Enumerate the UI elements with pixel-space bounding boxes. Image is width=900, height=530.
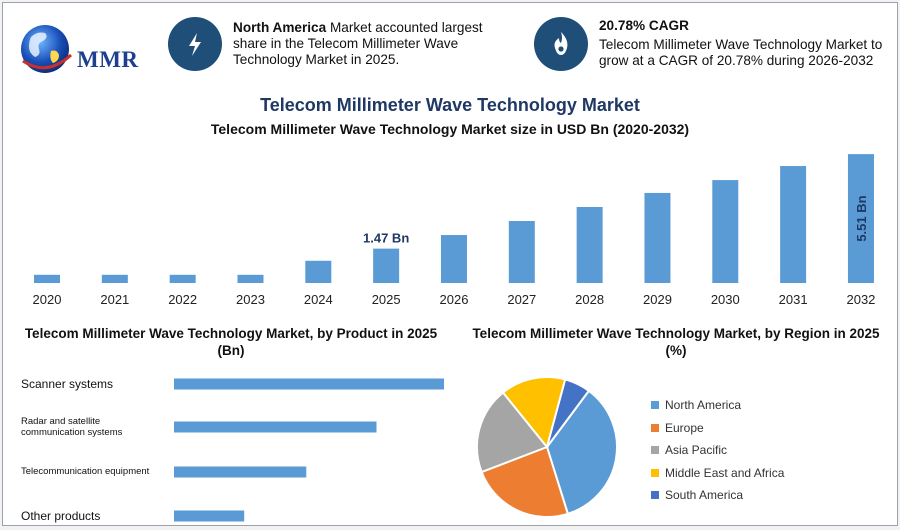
bar-2024 <box>305 260 332 283</box>
market-size-bar-chart: 2020 2021 2022 2023 2024 2025 1.47 Bn 2026 2027 2… <box>33 154 875 307</box>
pie-slice <box>501 376 567 450</box>
product-label: Radar and satellite communication systems <box>21 416 122 438</box>
info-card-text: Market accounted largest share in the Te… <box>233 20 483 67</box>
pie-slice <box>545 389 618 516</box>
x-tick-label: 2027 <box>507 292 536 307</box>
globe-icon <box>21 25 73 73</box>
info-card-bold: 20.78% CAGR <box>599 18 689 33</box>
product-bar <box>174 466 307 478</box>
product-label-line: Scanner systems <box>21 377 114 391</box>
x-tick-label: 2031 <box>779 292 808 307</box>
bar-2030 <box>712 180 739 283</box>
product-label-line: Radar and satellite <box>21 416 101 427</box>
bar-2020 <box>34 274 60 283</box>
x-tick-label: 2032 <box>846 292 875 307</box>
mmr-logo: MMR <box>17 21 142 83</box>
data-label: 1.47 Bn <box>363 231 409 246</box>
bar-2026 <box>440 235 467 283</box>
legend-label: South America <box>665 488 744 502</box>
bar-2022 <box>169 274 196 283</box>
product-bar <box>174 378 444 390</box>
product-label-line: communication systems <box>21 427 123 438</box>
region-chart-title: Telecom Millimeter Wave Technology Marke… <box>472 326 880 358</box>
flame-icon-circle <box>534 17 588 71</box>
bar-2028 <box>576 206 603 283</box>
product-label: Other products <box>21 509 100 523</box>
bar-2027 <box>508 221 535 283</box>
product-label: Scanner systems <box>21 377 113 391</box>
legend-item: Asia Pacific <box>651 443 727 457</box>
x-tick-label: 2026 <box>440 292 469 307</box>
pie-slice <box>476 391 549 474</box>
product-label-line: Other products <box>21 509 101 523</box>
legend-label: Europe <box>665 420 704 435</box>
pie-slice <box>546 378 591 448</box>
legend-label: Asia Pacific <box>665 443 728 457</box>
info-card-north-america: North America Market accounted largest s… <box>233 20 513 68</box>
lightning-icon <box>189 33 201 56</box>
x-tick-label: 2021 <box>100 292 129 307</box>
flame-icon <box>554 32 568 55</box>
legend-swatch <box>651 468 659 477</box>
legend-label: North America <box>665 398 742 412</box>
product-label: Telecommunication equipment <box>21 465 149 479</box>
bar-2021 <box>101 274 128 283</box>
info-card-text: Telecom Millimeter Wave Technology Marke… <box>599 37 883 68</box>
product-bar-chart <box>174 378 444 522</box>
chart-subtitle: Telecom Millimeter Wave Technology Marke… <box>210 121 690 137</box>
product-bar <box>174 421 377 433</box>
x-tick-label: 2024 <box>304 292 333 307</box>
x-tick-label: 2023 <box>236 292 265 307</box>
legend-item: South America <box>651 488 743 502</box>
x-tick-label: 2025 <box>372 292 401 307</box>
bar-2029 <box>644 192 671 283</box>
legend-swatch <box>651 401 659 409</box>
bar-2031 <box>780 166 807 283</box>
x-tick-label: 2020 <box>33 292 62 307</box>
page-title: Telecom Millimeter Wave Technology Marke… <box>260 95 640 115</box>
legend-item: Europe <box>651 421 704 435</box>
bar-2023 <box>237 274 264 283</box>
product-chart-title: Telecom Millimeter Wave Technology Marke… <box>24 326 438 358</box>
legend-swatch <box>651 491 659 499</box>
product-bar <box>174 510 245 522</box>
x-tick-label: 2028 <box>575 292 604 307</box>
region-pie-chart <box>476 376 618 518</box>
logo-text: MMR <box>77 47 139 72</box>
data-label: 5.51 Bn <box>854 195 869 241</box>
bar-2025 <box>373 248 400 283</box>
x-tick-label: 2029 <box>643 292 672 307</box>
legend-swatch <box>651 423 659 432</box>
lightning-icon-circle <box>168 17 222 71</box>
x-tick-label: 2030 <box>711 292 740 307</box>
x-tick-label: 2022 <box>168 292 197 307</box>
product-label-line: Telecommunication equipment <box>21 466 150 477</box>
legend-swatch <box>651 446 659 454</box>
info-card-bold: North America <box>233 20 327 35</box>
legend-item: North America <box>651 398 741 412</box>
info-card-cagr: 20.78% CAGR Telecom Millimeter Wave Tech… <box>599 18 884 69</box>
legend-label: Middle East and Africa <box>665 465 785 480</box>
bar-2032 <box>847 154 874 283</box>
legend-item: Middle East and Africa <box>651 466 784 480</box>
